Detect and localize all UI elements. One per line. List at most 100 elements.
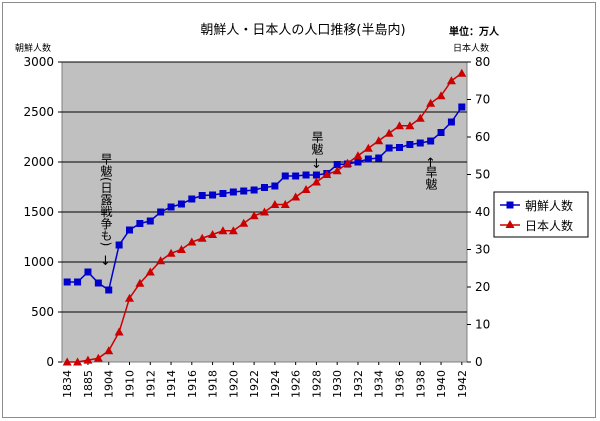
left-tick-label: 1500	[23, 205, 54, 219]
left-tick-label: 2000	[23, 155, 54, 169]
data-point-korean	[126, 226, 133, 234]
right-axis-title: 日本人数	[453, 42, 489, 54]
data-point-japanese	[280, 200, 290, 208]
right-tick-label: 40	[475, 205, 490, 219]
legend-box	[493, 191, 589, 238]
data-point-japanese	[322, 170, 332, 178]
data-point-japanese	[228, 226, 238, 235]
data-point-korean	[333, 161, 341, 168]
x-tick-label: 1914	[165, 370, 178, 398]
data-point-korean	[406, 141, 414, 148]
right-tick-label: 10	[475, 318, 490, 332]
data-point-korean	[302, 171, 310, 179]
data-point-japanese	[145, 267, 155, 276]
data-point-japanese	[270, 200, 280, 208]
data-point-korean	[105, 286, 113, 294]
data-point-japanese	[166, 248, 176, 257]
data-point-japanese	[239, 218, 249, 227]
left-tick-label: 2500	[23, 105, 54, 119]
x-tick-label: 1834	[61, 370, 74, 398]
series	[62, 68, 467, 366]
drought-annotation-1939: 旱魃	[424, 166, 438, 190]
data-point-korean	[271, 182, 279, 190]
data-point-japanese	[415, 113, 425, 122]
left-axis-title: 朝鮮人数	[15, 42, 51, 54]
data-point-japanese	[395, 121, 404, 130]
data-point-japanese	[426, 98, 436, 107]
right-tick-label: 0	[475, 355, 483, 369]
legend-marker-japanese	[505, 220, 515, 228]
unit-label: 単位：万人	[449, 25, 500, 38]
data-point-korean	[281, 172, 289, 180]
data-point-japanese	[156, 256, 166, 265]
x-tick-label: 1934	[373, 370, 386, 398]
data-point-korean	[74, 278, 82, 286]
left-tick-label: 3000	[23, 55, 54, 69]
data-point-korean	[94, 279, 102, 287]
data-point-japanese	[301, 185, 311, 193]
x-tick-label: 1932	[352, 370, 365, 398]
annotations: 旱魃(日露戦争も) ↓ 旱魃 ↓ ↑ 旱魃	[99, 131, 438, 269]
data-point-korean	[416, 139, 424, 147]
right-tick-label: 50	[475, 168, 490, 182]
data-point-korean	[292, 172, 300, 180]
x-tick-label: 1940	[435, 370, 448, 398]
data-point-japanese	[363, 143, 373, 152]
data-point-korean	[385, 144, 393, 152]
data-point-japanese	[83, 355, 93, 364]
data-point-japanese	[104, 346, 114, 355]
data-point-korean	[136, 220, 144, 227]
data-point-korean	[146, 217, 154, 225]
legend-label-korean: 朝鮮人数	[525, 198, 573, 213]
x-tick-label: 1922	[248, 370, 261, 398]
data-point-japanese	[291, 192, 301, 201]
gridlines	[62, 61, 467, 313]
data-point-korean	[177, 200, 185, 208]
data-point-korean	[250, 186, 258, 194]
data-point-korean	[312, 171, 320, 179]
x-tick-label: 1916	[186, 370, 199, 398]
data-point-japanese	[62, 357, 72, 366]
data-point-korean	[396, 144, 403, 151]
data-point-korean	[354, 158, 362, 166]
data-point-korean	[427, 137, 435, 145]
drought-war-annotation: 旱魃(日露戦争も)	[99, 153, 113, 247]
x-axis: 1834 1885 1904 1910 1912 1914 1916 1918 1920 1922…	[61, 362, 469, 398]
drought-arrow-1929: ↓	[311, 157, 322, 172]
left-tick-label: 1000	[23, 255, 54, 269]
data-point-korean	[240, 187, 248, 195]
data-point-japanese	[446, 76, 456, 85]
data-point-japanese	[260, 207, 269, 216]
data-point-korean	[229, 188, 237, 196]
drought-arrow-1939: ↑	[425, 156, 436, 171]
data-point-japanese	[197, 233, 207, 242]
data-point-japanese	[125, 293, 134, 302]
x-tick-label: 1936	[394, 370, 407, 398]
data-point-japanese	[405, 121, 415, 130]
x-tick-label: 1942	[456, 370, 469, 398]
x-tick-label: 1885	[82, 370, 95, 398]
legend-marker-korean	[506, 201, 514, 209]
chart-title: 朝鮮人・日本人の人口推移(半島内)	[200, 22, 405, 38]
data-point-japanese	[353, 151, 363, 160]
data-point-korean	[157, 208, 165, 216]
data-point-korean	[84, 268, 92, 276]
data-point-korean	[63, 278, 71, 286]
x-tick-label: 1920	[227, 370, 240, 398]
population-chart: 朝鮮人・日本人の人口推移(半島内) 単位：万人 朝鮮人数 日本人数 050010…	[15, 22, 589, 398]
right-tick-label: 70	[475, 93, 490, 107]
left-axis: 0 500 1000 1500 2000 2500 3000	[23, 55, 62, 369]
data-point-korean	[167, 203, 175, 211]
data-point-korean	[458, 103, 466, 111]
data-point-japanese	[187, 237, 197, 246]
data-point-japanese	[114, 327, 124, 336]
x-tick-label: 1926	[290, 370, 303, 398]
data-point-japanese	[249, 211, 259, 220]
data-point-japanese	[457, 68, 467, 77]
data-point-japanese	[374, 136, 384, 145]
drought-war-arrow: ↓	[100, 254, 111, 269]
x-tick-label: 1930	[331, 370, 344, 398]
data-point-japanese	[73, 357, 83, 366]
data-point-korean	[188, 195, 196, 203]
data-point-japanese	[208, 230, 218, 238]
